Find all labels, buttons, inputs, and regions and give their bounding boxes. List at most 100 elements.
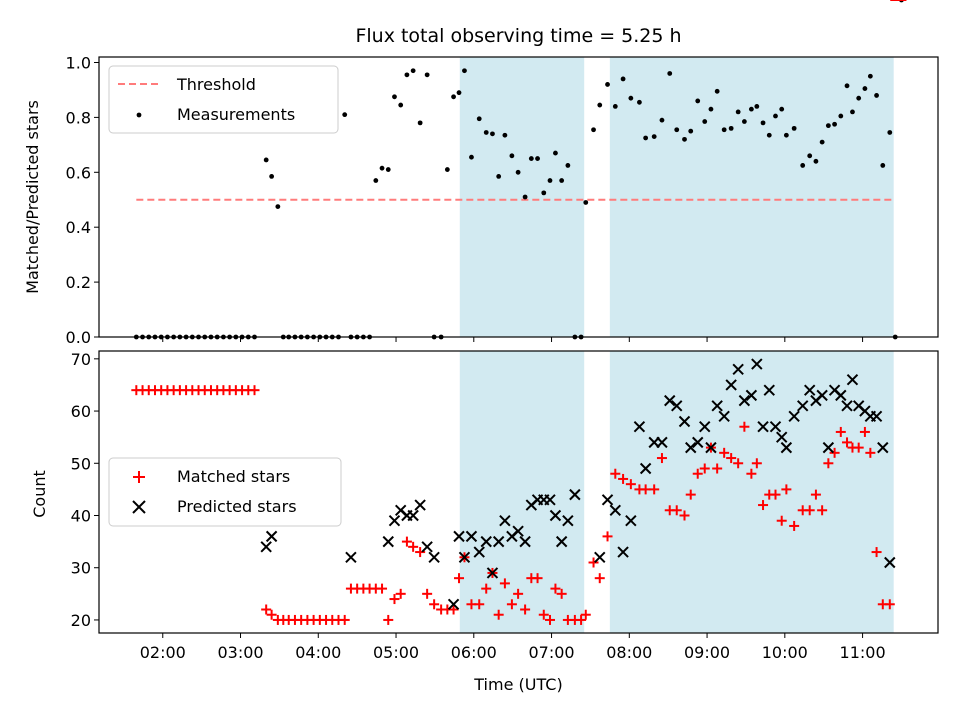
predicted-star-marker: [870, 410, 883, 422]
predicted-star-marker: [260, 541, 272, 553]
count-y-ticks: 20 30 40 50 60 70: [71, 350, 99, 630]
measurement-point: [269, 174, 275, 179]
measurement-point: [714, 88, 720, 94]
predicted-star-marker: [549, 509, 562, 522]
matched-star-marker: [602, 531, 613, 542]
measurement-point: [708, 106, 714, 112]
count-x-tick-label: 08:00: [606, 643, 652, 662]
predicted-star-marker: [486, 567, 499, 579]
matched-star-marker: [758, 500, 769, 511]
measurement-point: [410, 68, 416, 74]
predicted-star-marker: [601, 494, 614, 506]
matched-star-marker: [580, 609, 591, 620]
measurement-point: [553, 150, 558, 156]
measurement-point: [620, 76, 626, 82]
matched-star-marker: [448, 604, 459, 615]
predicted-star-marker: [414, 499, 426, 511]
measurement-point: [880, 163, 886, 168]
count-panel-frame: [98, 350, 939, 634]
matched-star-marker: [261, 604, 272, 615]
count-legend: Matched stars Predicted stars: [108, 457, 342, 527]
measurement-point: [813, 158, 819, 164]
matched-star-marker: [817, 505, 828, 516]
matched-star-marker: [776, 515, 787, 526]
matched-star-marker: [640, 484, 651, 495]
measurement-point: [583, 200, 589, 205]
predicted-star-marker: [664, 394, 676, 407]
measurement-point: [702, 119, 708, 124]
predicted-star-marker: [685, 441, 697, 454]
predicted-star-marker: [796, 400, 809, 412]
matched-star-marker: [685, 489, 696, 500]
matched-star-marker: [594, 573, 605, 584]
predicted-star-marker: [884, 556, 896, 569]
observing-window: [609, 351, 894, 633]
predicted-star-marker: [711, 400, 723, 412]
predicted-star-marker: [633, 421, 646, 433]
predicted-star-marker: [447, 598, 460, 610]
count-y-tick-label: 40: [71, 507, 91, 526]
measurement-point: [612, 104, 618, 109]
measurement-point: [825, 123, 831, 129]
measurement-point: [800, 163, 806, 168]
matched-star-marker: [610, 468, 621, 479]
predicted-legend-label: Predicted stars: [177, 497, 297, 516]
predicted-star-marker: [492, 535, 505, 548]
measurement-point: [695, 98, 701, 104]
matched-star-marker: [829, 447, 840, 458]
predicted-star-marker: [732, 363, 744, 375]
measurement-point: [741, 119, 747, 124]
matched-star-marker: [588, 557, 599, 568]
measurement-point: [490, 131, 495, 137]
predicted-star-marker: [751, 358, 763, 370]
measurement-point: [483, 130, 489, 135]
matched-stars-points: [131, 0, 907, 625]
predicted-star-marker: [569, 488, 581, 501]
measurement-point: [605, 82, 610, 87]
matched-star-marker: [746, 468, 757, 479]
measurement-point: [591, 127, 596, 133]
threshold-legend-label: Threshold: [176, 75, 256, 94]
matched-star-marker: [408, 541, 419, 552]
observing-windows: [459, 351, 894, 633]
measurement-point: [791, 125, 797, 131]
predicted-star-marker: [609, 504, 622, 516]
matched-star-marker: [339, 614, 350, 625]
count-x-tick-label: 04:00: [295, 643, 341, 662]
predicted-star-marker: [562, 515, 574, 527]
predicted-star-marker: [877, 441, 889, 454]
measurement-point: [688, 128, 694, 134]
ratio-y-tick-label: 0.0: [66, 328, 91, 347]
ratio-x-ticks: [162, 337, 864, 342]
count-x-tick-label: 07:00: [528, 643, 574, 662]
predicted-star-marker: [745, 389, 758, 402]
count-y-tick-label: 70: [71, 350, 91, 369]
predicted-star-marker: [699, 421, 711, 433]
matched-star-marker: [499, 578, 510, 589]
predicted-star-marker: [465, 530, 478, 543]
measurement-point: [424, 72, 430, 78]
matched-star-marker: [739, 421, 750, 432]
count-x-tick-label: 05:00: [373, 643, 419, 662]
count-x-tick-label: 02:00: [140, 643, 186, 662]
count-x-tick-label: 06:00: [451, 643, 497, 662]
predicted-star-marker: [816, 389, 828, 402]
matched-star-marker: [649, 484, 660, 495]
matched-star-marker: [474, 599, 485, 610]
predicted-star-marker: [705, 441, 717, 454]
matched-star-marker: [804, 505, 815, 516]
measurement-point: [667, 71, 673, 76]
matched-star-marker: [884, 599, 895, 610]
measurement-point: [832, 121, 837, 127]
predicted-legend-swatch: [132, 500, 146, 514]
measurement-point: [342, 112, 348, 118]
predicted-star-marker: [480, 535, 492, 548]
matched-star-marker: [712, 463, 723, 474]
matched-star-marker: [493, 609, 504, 620]
predicted-star-marker: [453, 530, 465, 543]
matched-star-marker: [859, 426, 870, 437]
matched-star-marker: [823, 458, 834, 469]
count-y-axis-label: Count: [30, 470, 49, 518]
measurement-point: [766, 132, 772, 138]
x-axis-label: Time (UTC): [473, 675, 562, 694]
